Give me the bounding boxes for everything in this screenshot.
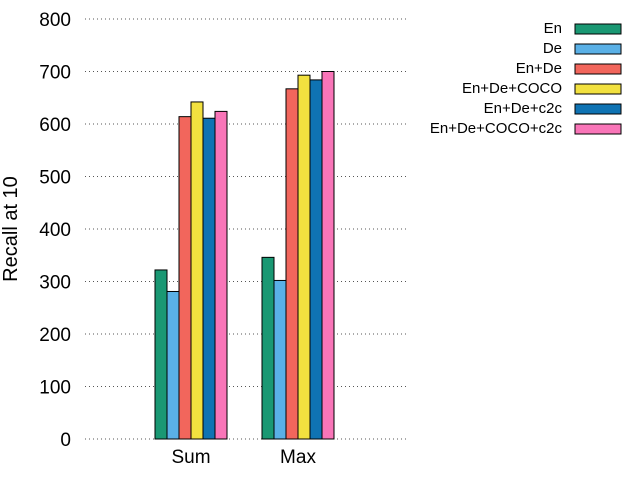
bar-en-de-coco-sum	[190, 101, 204, 440]
bar-en-max	[261, 256, 275, 440]
legend-label: En+De+COCO	[462, 80, 562, 97]
bar-en-de-coco-max	[297, 74, 311, 440]
legend-swatch	[574, 83, 622, 95]
y-tick-label: 800	[39, 10, 71, 31]
legend-label: En	[544, 20, 562, 37]
bar-en-de-coco-c2c-sum	[214, 110, 228, 440]
bar-de-sum	[166, 290, 180, 440]
y-tick-label: 400	[39, 220, 71, 241]
y-tick-label: 300	[39, 273, 71, 294]
legend-swatch	[574, 23, 622, 35]
y-tick-label: 100	[39, 378, 71, 399]
legend: En De En+De En+De+COCO En+De+c2c En+De+COCO+c…	[430, 20, 622, 137]
y-axis-label: Recall at 10	[0, 176, 22, 282]
y-axis-ticks: 0 100 200 300 400 500 600 700 800	[39, 10, 71, 451]
legend-label: En+De+c2c	[484, 100, 563, 117]
legend-label: En+De+COCO+c2c	[430, 120, 563, 137]
bar-en-de-c2c-sum	[202, 117, 216, 440]
grid-lines	[85, 18, 407, 440]
y-tick-label: 700	[39, 63, 71, 84]
x-tick-label: Sum	[171, 447, 210, 468]
bar-en-de-coco-c2c-max	[321, 71, 335, 440]
legend-swatch	[574, 123, 622, 135]
legend-label: De	[543, 40, 562, 57]
bar-en-sum	[154, 269, 168, 440]
bar-en-de-c2c-max	[309, 79, 323, 440]
x-axis-ticks: Sum Max	[171, 447, 316, 468]
legend-label: En+De	[516, 60, 562, 77]
bar-en-de-sum	[178, 116, 192, 440]
y-tick-label: 500	[39, 168, 71, 189]
legend-swatch	[574, 43, 622, 55]
bars	[154, 71, 335, 440]
bar-de-max	[273, 279, 287, 440]
y-tick-label: 200	[39, 325, 71, 346]
y-tick-label: 600	[39, 115, 71, 136]
x-tick-label: Max	[280, 447, 316, 468]
legend-swatch	[574, 63, 622, 75]
bar-en-de-max	[285, 88, 299, 440]
legend-swatch	[574, 103, 622, 115]
y-tick-label: 0	[60, 430, 71, 451]
